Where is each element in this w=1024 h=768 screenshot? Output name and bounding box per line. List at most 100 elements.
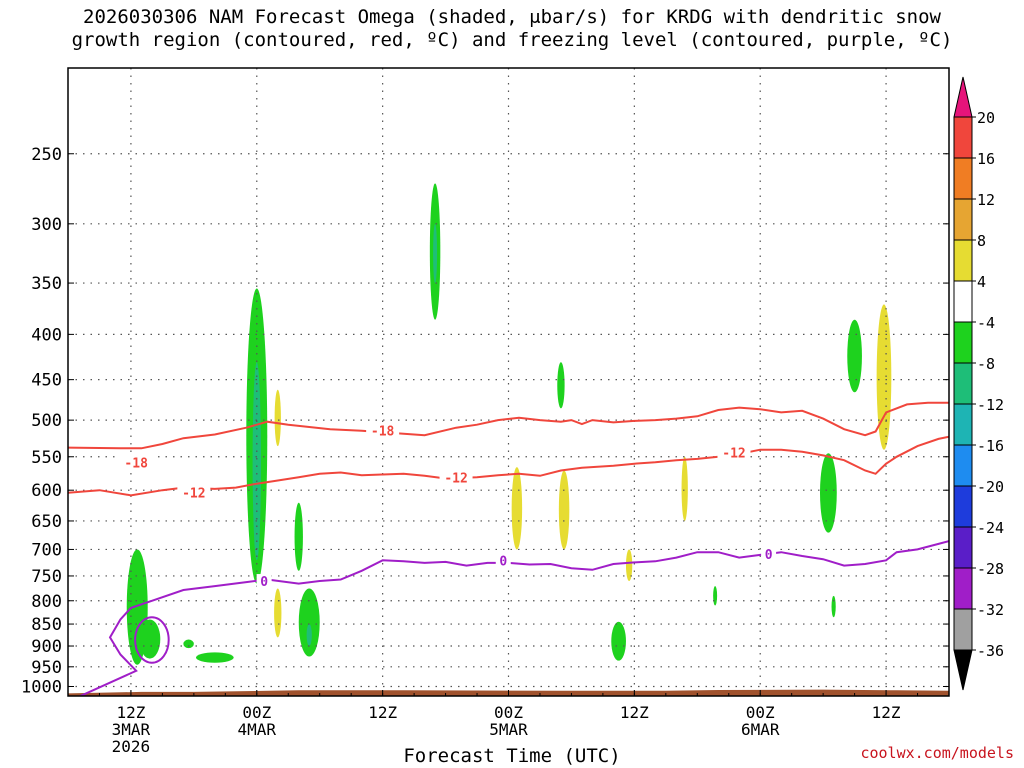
colorbar-label-3: 8 xyxy=(977,232,986,250)
omega-region-15 xyxy=(558,470,570,550)
chart-title-line2: growth region (contoured, red, ºC) and f… xyxy=(71,29,953,51)
omega-region-5 xyxy=(252,362,261,561)
contour-label-2-0: 0 xyxy=(260,575,268,590)
contour-label-1-1: -12 xyxy=(444,471,467,486)
omega-region-19 xyxy=(713,586,718,606)
y-tick-label-350: 350 xyxy=(31,274,62,294)
omega-region-16 xyxy=(611,621,626,661)
y-tick-label-650: 650 xyxy=(31,512,62,532)
contour-label-2-1: 0 xyxy=(499,554,507,569)
omega-region-3 xyxy=(195,652,234,663)
colorbar-box-6 xyxy=(953,321,973,364)
chart-title: 2026030306 NAM Forecast Omega (shaded, μ… xyxy=(0,6,1024,52)
colorbar-box-10 xyxy=(953,485,973,528)
contour-label-bg-1-1 xyxy=(439,470,473,485)
contour-label-bg-0-1 xyxy=(366,423,400,438)
x-tick-label-1-2: 4MAR xyxy=(238,720,277,739)
colorbar-box-5 xyxy=(953,280,973,323)
colorbar-bottom-triangle xyxy=(953,649,973,691)
omega-region-22 xyxy=(847,319,862,393)
contour-label-bg-1-0 xyxy=(177,485,211,500)
colorbar-label-10: -24 xyxy=(977,519,1004,537)
omega-region-14 xyxy=(557,362,565,409)
y-tick-label-900: 900 xyxy=(31,637,62,657)
chart-title-line1: 2026030306 NAM Forecast Omega (shaded, μ… xyxy=(83,6,941,28)
omega-region-20 xyxy=(819,453,837,533)
contour-label-1-0: -12 xyxy=(182,486,205,501)
y-tick-label-250: 250 xyxy=(31,145,62,165)
omega-region-23 xyxy=(876,304,892,450)
x-tick-label-5-1: 00Z xyxy=(746,703,775,722)
colorbar-label-9: -20 xyxy=(977,478,1004,496)
colorbar-label-5: -4 xyxy=(977,314,995,332)
omega-region-21 xyxy=(831,595,836,618)
x-tick-label-6-1: 12Z xyxy=(872,703,901,722)
colorbar-box-12 xyxy=(953,567,973,610)
omega-region-8 xyxy=(294,502,303,571)
colorbar-box-8 xyxy=(953,403,973,446)
x-tick-label-4-1: 12Z xyxy=(620,703,649,722)
y-tick-label-300: 300 xyxy=(31,215,62,235)
y-tick-label-800: 800 xyxy=(31,592,62,612)
x-tick-label-0-2: 3MAR xyxy=(112,720,151,739)
x-tick-label-3-2: 5MAR xyxy=(489,720,528,739)
x-tick-label-3-1: 00Z xyxy=(494,703,523,722)
omega-region-18 xyxy=(681,456,688,521)
colorbar-label-4: 4 xyxy=(977,273,986,291)
y-tick-label-700: 700 xyxy=(31,540,62,560)
colorbar-label-13: -36 xyxy=(977,642,1004,660)
contour-label-bg-2-0 xyxy=(256,574,272,589)
colorbar-box-3 xyxy=(953,198,973,241)
contour-label-0-1: -18 xyxy=(371,424,395,439)
omega-region-2 xyxy=(183,639,194,649)
omega-region-17 xyxy=(625,549,633,582)
omega-region-13 xyxy=(511,467,523,550)
colorbar-label-7: -12 xyxy=(977,396,1004,414)
colorbar: 20 16 12 8 4 -4 -8 -12 -16 -20 -24 -28 -32 -36 xyxy=(953,76,1004,691)
y-tick-label-950: 950 xyxy=(31,658,62,678)
colorbar-label-8: -16 xyxy=(977,437,1004,455)
contour-label-bg-0-0 xyxy=(119,455,153,470)
contour-label-bg-1-2 xyxy=(717,445,751,460)
omega-region-1 xyxy=(139,619,161,659)
colorbar-box-7 xyxy=(953,362,973,405)
omega-region-7 xyxy=(274,588,282,638)
colorbar-top-triangle xyxy=(953,76,973,118)
plot-area xyxy=(68,68,949,696)
y-tick-label-600: 600 xyxy=(31,481,62,501)
contour-label-1-2: -12 xyxy=(722,446,745,461)
x-tick-label-0-1: 12Z xyxy=(116,703,145,722)
x-tick-label-0-3: 2026 xyxy=(112,737,151,756)
colorbar-label-1: 16 xyxy=(977,150,995,168)
colorbar-label-6: -8 xyxy=(977,355,995,373)
y-tick-label-750: 750 xyxy=(31,567,62,587)
freezing-level-loop xyxy=(134,616,170,664)
y-tick-label-850: 850 xyxy=(31,615,62,635)
credit-link[interactable]: coolwx.com/models xyxy=(860,744,1014,762)
omega-region-12 xyxy=(433,223,438,284)
x-tick-label-5-2: 6MAR xyxy=(741,720,780,739)
colorbar-box-13 xyxy=(953,608,973,651)
y-tick-label-1000: 1000 xyxy=(21,678,62,698)
y-tick-label-550: 550 xyxy=(31,448,62,468)
colorbar-label-2: 12 xyxy=(977,191,995,209)
contour-line-1 xyxy=(68,435,949,497)
contour-label-bg-2-1 xyxy=(495,553,511,568)
contour-label-bg-2-2 xyxy=(761,546,777,561)
colorbar-label-12: -32 xyxy=(977,601,1004,619)
contour-label-2-2: 0 xyxy=(765,548,773,563)
y-axis: 2503003504004505005506006507007508008509… xyxy=(21,145,949,698)
colorbar-label-11: -28 xyxy=(977,560,1004,578)
colorbar-box-1 xyxy=(953,116,973,159)
omega-region-6 xyxy=(274,389,281,447)
colorbar-box-4 xyxy=(953,239,973,282)
colorbar-label-0: 20 xyxy=(977,109,995,127)
omega-region-9 xyxy=(298,588,320,657)
colorbar-box-11 xyxy=(953,526,973,569)
contour-line-2 xyxy=(77,540,949,696)
x-tick-label-1-1: 00Z xyxy=(242,703,271,722)
contour-line-0 xyxy=(68,401,949,450)
colorbar-box-2 xyxy=(953,157,973,200)
